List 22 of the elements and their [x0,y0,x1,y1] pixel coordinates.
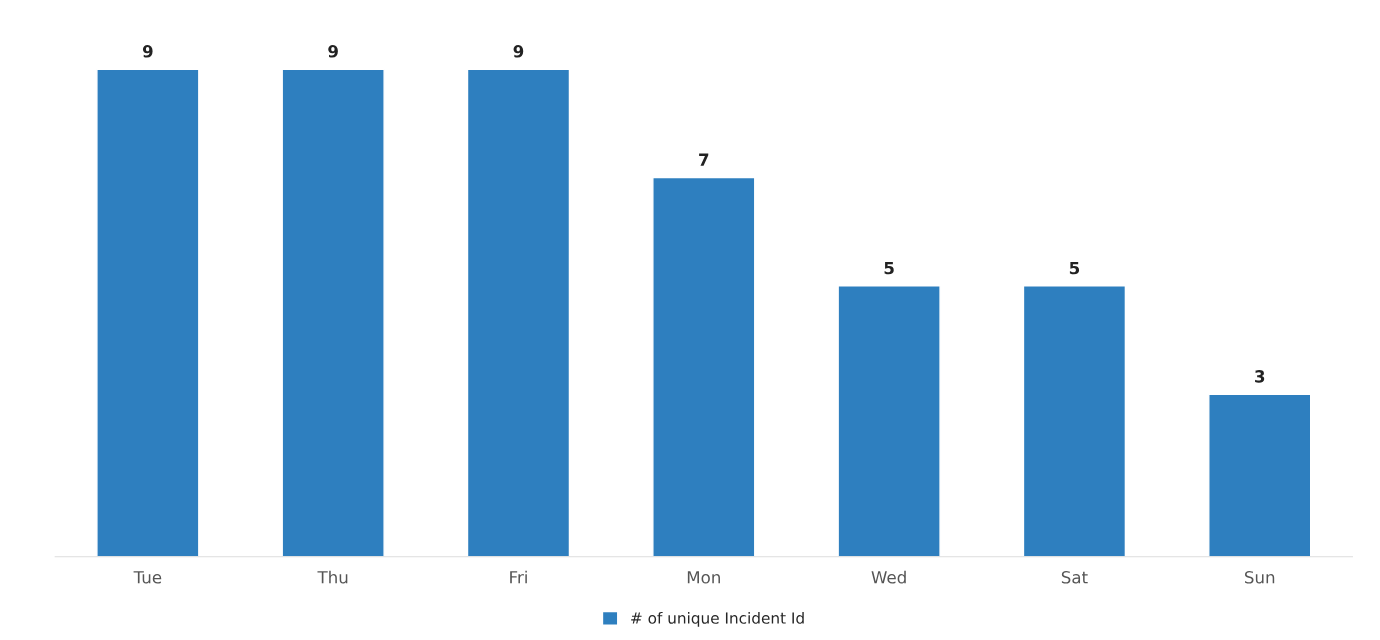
data-label: 7 [699,153,709,166]
x-tick-label: Thu [317,570,348,584]
legend-label: # of unique Incident Id [631,611,804,627]
data-label: 3 [1255,370,1265,383]
bar [1022,285,1127,557]
x-tick-label: Sun [1244,570,1275,584]
bar [837,285,941,557]
data-label: 9 [328,45,338,58]
data-label: 9 [142,45,153,58]
data-label: 5 [1069,261,1080,275]
bar [466,68,571,557]
x-tick-label: Mon [687,571,720,584]
x-tick-label: Wed [871,570,906,584]
x-tick-label: Tue [133,571,162,584]
bar [652,176,756,557]
bar [281,68,385,557]
bar [96,68,200,557]
x-tick-label: Sat [1061,570,1088,584]
data-label: 9 [513,45,524,58]
x-tick-label: Fri [510,570,527,584]
bar [1208,393,1312,557]
data-label: 5 [884,261,894,275]
